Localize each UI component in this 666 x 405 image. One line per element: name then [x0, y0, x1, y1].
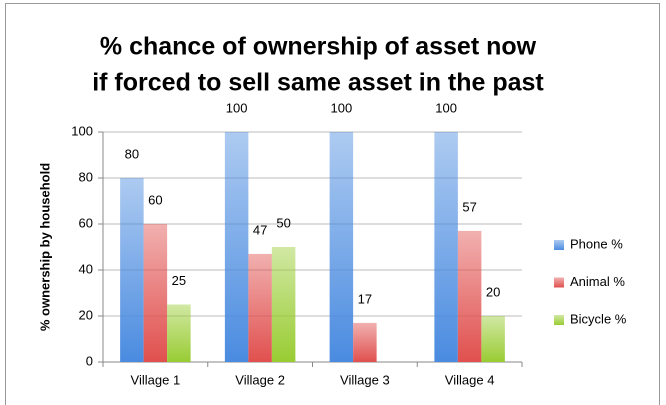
y-tick-label: 100: [71, 123, 93, 138]
bar: [248, 253, 272, 362]
value-label: 100: [331, 100, 353, 115]
value-label: 17: [358, 291, 372, 306]
x-tick-label: Village 1: [131, 372, 181, 387]
chart-title: % chance of ownership of asset now: [100, 33, 537, 61]
x-tick-label: Village 3: [340, 372, 390, 387]
bar: [167, 304, 191, 362]
bar: [353, 322, 377, 362]
bar: [481, 316, 505, 362]
value-label: 80: [125, 146, 139, 161]
bar: [143, 224, 168, 362]
y-tick-label: 60: [79, 215, 93, 230]
value-label: 50: [276, 215, 290, 230]
value-label: 47: [253, 222, 267, 237]
y-tick-label: 20: [79, 307, 93, 322]
value-label: 100: [226, 100, 248, 115]
chart-subtitle: if forced to sell same asset in the past: [92, 69, 544, 97]
bar: [457, 230, 482, 362]
bar: [224, 132, 249, 362]
value-label: 60: [148, 192, 162, 207]
x-tick-label: Village 2: [235, 372, 285, 387]
bar: [120, 178, 144, 362]
value-label: 100: [435, 100, 457, 115]
x-tick-label: Village 4: [445, 372, 495, 387]
bar: [329, 132, 354, 362]
legend-label: Bicycle %: [570, 311, 627, 326]
value-label: 20: [486, 284, 500, 299]
y-tick-label: 80: [79, 169, 93, 184]
legend-swatch: [554, 315, 564, 325]
legend-swatch: [554, 240, 564, 250]
value-label: 57: [462, 199, 476, 214]
legend-label: Phone %: [570, 236, 623, 251]
bar: [434, 132, 458, 362]
y-tick-label: 40: [79, 261, 93, 276]
bar: [271, 247, 296, 362]
y-axis-label: % ownership by household: [37, 163, 52, 331]
legend-label: Animal %: [570, 274, 625, 289]
y-tick-label: 0: [86, 353, 93, 368]
legend-swatch: [554, 277, 564, 288]
value-label: 25: [172, 273, 186, 288]
